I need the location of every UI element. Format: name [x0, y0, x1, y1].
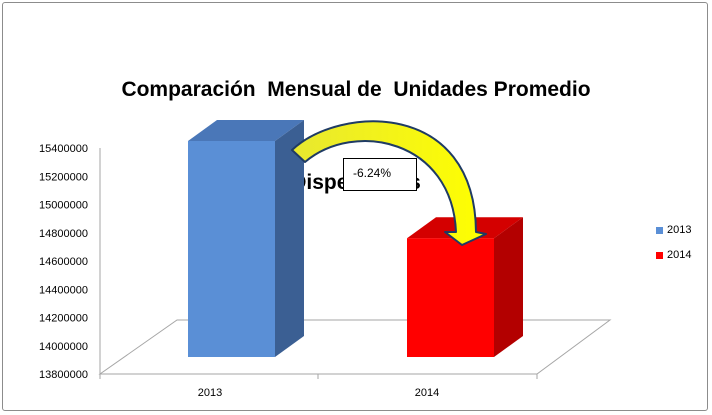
bar-2013-front: [188, 141, 275, 357]
bar-2013-top: [188, 120, 304, 141]
chart-floor: [98, 319, 612, 375]
category-label-2013: 2013: [198, 387, 222, 399]
y-tick-label: 14800000: [39, 228, 88, 240]
legend-label-2014: 2014: [667, 249, 692, 262]
bar-2014-side: [494, 217, 523, 357]
y-tick-label: 14400000: [39, 284, 88, 296]
y-tick-label: 15400000: [39, 143, 88, 155]
change-arrow: [291, 120, 487, 246]
chart-title-line1: Comparación Mensual de Unidades Promedio: [121, 78, 591, 101]
y-tick-label: 13800000: [39, 369, 88, 381]
legend-item-2013: 2013: [656, 224, 691, 236]
y-tick-label: 14200000: [39, 313, 88, 325]
legend-label-2013: 2013: [667, 224, 692, 237]
bars: [188, 120, 523, 357]
y-tick-labels: 15400000 15200000 15000000 14800000 14600000…: [39, 143, 88, 381]
legend-swatch-2014: [656, 251, 663, 259]
bar-2013-side: [275, 120, 304, 357]
category-label-2014: 2014: [415, 387, 439, 399]
y-tick-label: 14600000: [39, 256, 88, 268]
legend-item-2014: 2014: [656, 249, 691, 261]
y-tick-label: 14000000: [39, 341, 88, 353]
change-annotation: -6.24%: [343, 158, 417, 191]
y-tick-label: 15200000: [39, 171, 88, 183]
bar-2014-front: [407, 238, 494, 357]
legend-swatch-2013: [656, 226, 663, 234]
y-tick-label: 15000000: [39, 200, 88, 212]
